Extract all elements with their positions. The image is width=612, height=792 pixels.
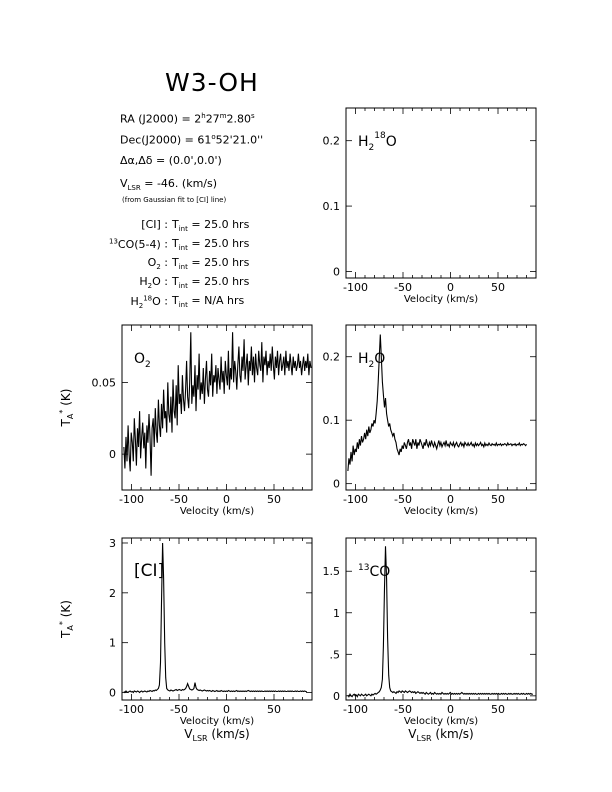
- ra-label: RA (J2000) =: [120, 112, 195, 126]
- y-tick-label: 0.2: [323, 351, 341, 364]
- integration-time-value: Tint = 25.0 hrs: [172, 218, 250, 234]
- ra-line: RA (J2000) = 2h27m2.80s: [120, 112, 255, 126]
- vlsr-axis-label: VLSR (km/s): [184, 727, 249, 743]
- dec-line: Dec(J2000) = 61o52'21.0'': [120, 133, 264, 147]
- integration-time-row: H218O :: [130, 294, 168, 310]
- panel-o2: -100 -50 0 50 0 0.05 Velocity (km/s) TA* (K) O2: [58, 324, 313, 517]
- vlsr-sub: LSR: [127, 184, 141, 193]
- x-axis-label: Velocity (km/s): [180, 716, 254, 727]
- x-tick-label: 50: [267, 493, 281, 506]
- integration-time-value: Tint = N/A hrs: [172, 294, 245, 310]
- integration-time-row: [CI] :: [141, 218, 168, 231]
- line-name: O2: [147, 256, 161, 272]
- dec-rest: 52'21.0'': [215, 133, 264, 147]
- y-tick-label: 0: [333, 265, 340, 278]
- vlsr-axis-label: VLSR (km/s): [408, 727, 473, 743]
- x-tick-label: -50: [394, 703, 412, 716]
- y-tick-label: 0: [333, 478, 340, 491]
- y-tick-label: 0.1: [323, 200, 341, 213]
- x-tick-label: 50: [491, 281, 505, 294]
- x-tick-label: 50: [491, 703, 505, 716]
- header-block: W3-OH RA (J2000) = 2h27m2.80s Dec(J2000)…: [0, 0, 612, 320]
- x-axis-label: Velocity (km/s): [404, 716, 478, 727]
- species-label: [CI]: [134, 561, 164, 581]
- x-axis-label: Velocity (km/s): [180, 506, 254, 517]
- x-tick-label: 0: [447, 703, 454, 716]
- y-tick-label: 1.5: [323, 565, 341, 578]
- species-label: H2O: [358, 351, 385, 370]
- vlsr-line: VLSR = -46. (km/s): [120, 177, 217, 192]
- spectrum-line: [347, 334, 528, 472]
- offset-line: Δα,Δδ = (0.0',0.0'): [120, 154, 222, 167]
- line-name: [CI]: [141, 218, 161, 231]
- integration-time-row: H2O :: [139, 275, 168, 291]
- ra-hours: 2: [194, 112, 202, 126]
- ra-minutes: 27: [205, 112, 220, 126]
- line-name: 13CO(5-4): [108, 237, 161, 251]
- y-tick-label: 3: [109, 537, 116, 550]
- x-tick-label: -100: [119, 703, 144, 716]
- y-axis-label: TA* (K): [58, 389, 75, 428]
- integration-time-value: Tint = 25.0 hrs: [172, 237, 250, 253]
- x-tick-label: 0: [447, 281, 454, 294]
- panel-h218o: -100 -50 0 50 0 0.1 0.2 Velocity (km/s) H218O: [323, 107, 537, 305]
- x-tick-label: -50: [394, 493, 412, 506]
- x-tick-label: 50: [491, 493, 505, 506]
- integration-time-row: O2 :: [147, 256, 168, 272]
- y-tick-label: 1: [333, 607, 340, 620]
- vlsr-note: (from Gaussian fit to [CI] line): [122, 196, 227, 204]
- x-axis-label: Velocity (km/s): [404, 294, 478, 305]
- y-tick-label: .5: [330, 648, 341, 661]
- integration-time-value: Tint = 25.0 hrs: [172, 256, 250, 272]
- x-tick-label: 0: [447, 493, 454, 506]
- x-tick-label: -100: [119, 493, 144, 506]
- x-tick-label: -100: [343, 493, 368, 506]
- dec-degrees: 61: [197, 133, 212, 147]
- y-tick-label: 0: [109, 687, 116, 700]
- spectrum-line: [123, 542, 307, 694]
- panel-ci: -100 -50 0 50 0 1 2 3 Velocity (km/s)VLSR (km/s)…: [58, 537, 313, 743]
- ra-seconds: 2.80: [226, 112, 252, 126]
- page-title: W3-OH: [165, 68, 259, 97]
- y-axis-label: TA* (K): [58, 600, 75, 639]
- spectrum-line: [123, 332, 312, 476]
- y-tick-label: 0.05: [92, 376, 117, 389]
- plot-frame: [345, 537, 537, 701]
- x-tick-label: -100: [343, 703, 368, 716]
- y-tick-label: 0.2: [323, 135, 341, 148]
- line-name: H218O: [130, 294, 161, 310]
- vlsr-symbol: V: [120, 177, 128, 190]
- y-tick-label: 0: [109, 448, 116, 461]
- x-tick-label: -50: [170, 703, 188, 716]
- x-tick-label: 0: [223, 493, 230, 506]
- spectrum-line: [347, 546, 533, 698]
- y-tick-label: 2: [109, 587, 116, 600]
- x-tick-label: 0: [223, 703, 230, 716]
- x-axis-label: Velocity (km/s): [404, 506, 478, 517]
- y-tick-label: 1: [109, 637, 116, 650]
- x-tick-label: 50: [267, 703, 281, 716]
- panel-h2o: -100 -50 0 50 0 0.1 0.2 Velocity (km/s) H2O: [323, 324, 537, 517]
- y-tick-label: 0: [333, 690, 340, 703]
- plot-frame: [345, 324, 537, 491]
- species-label: O2: [134, 351, 151, 370]
- dec-label: Dec(J2000) =: [120, 133, 198, 147]
- x-tick-label: -50: [394, 281, 412, 294]
- species-label: H218O: [358, 131, 397, 153]
- x-tick-label: -100: [343, 281, 368, 294]
- x-tick-label: -50: [170, 493, 188, 506]
- integration-time-value: Tint = 25.0 hrs: [172, 275, 250, 291]
- vlsr-value: = -46. (km/s): [140, 177, 218, 190]
- integration-time-row: 13CO(5-4) :: [108, 237, 168, 251]
- line-name: H2O: [139, 275, 161, 291]
- y-tick-label: 0.1: [323, 414, 341, 427]
- panel-13co: -100 -50 0 50 0 .5 1 1.5 Velocity (km/s)VLSR (km…: [323, 537, 537, 743]
